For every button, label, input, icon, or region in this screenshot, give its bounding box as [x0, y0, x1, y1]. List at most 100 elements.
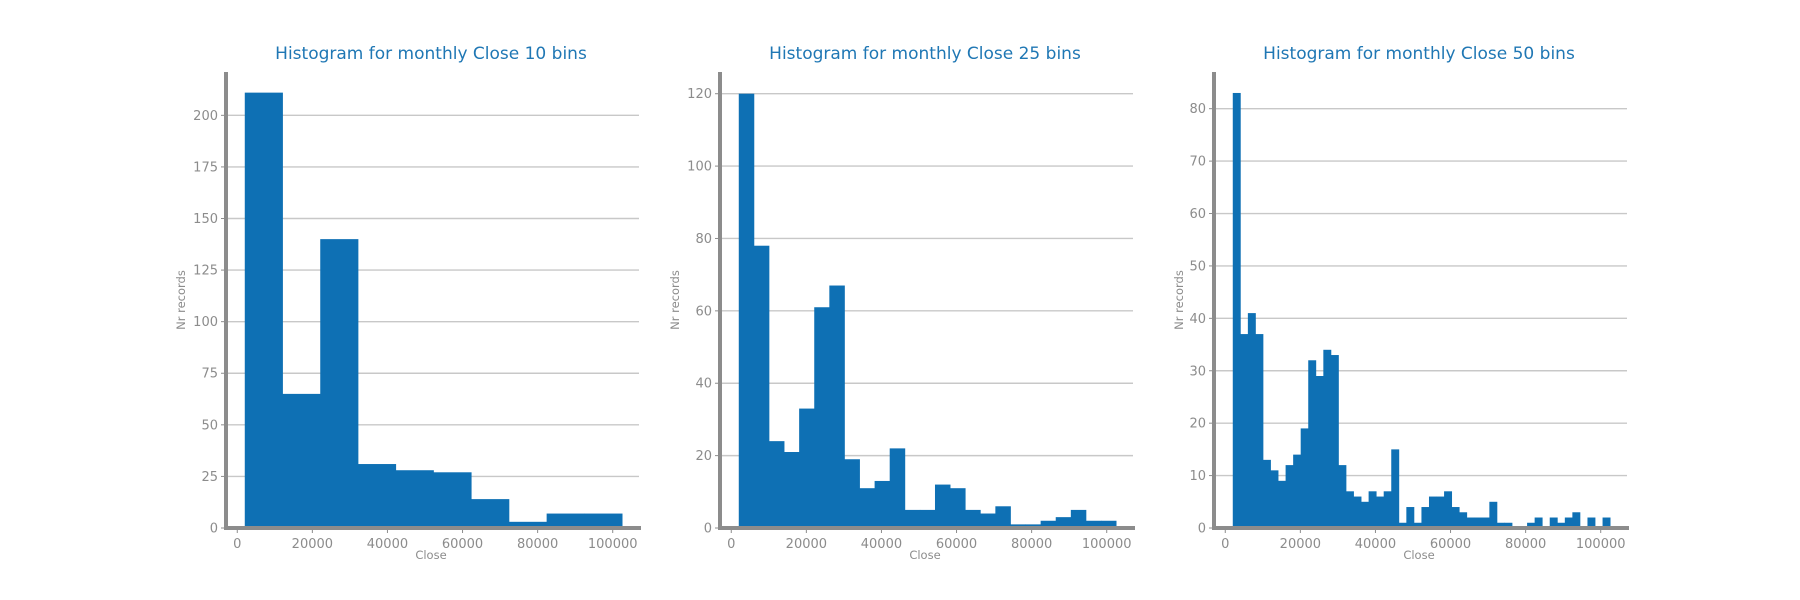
histogram-bar	[995, 506, 1011, 528]
histogram-bar	[1587, 517, 1596, 528]
histogram-bar	[1315, 376, 1324, 528]
y-tick-label: 70	[1189, 155, 1206, 170]
histogram-bar	[1278, 480, 1286, 528]
histogram-bar	[1262, 459, 1271, 528]
y-tick-label: 0	[210, 522, 218, 537]
x-tick-label: 80000	[517, 537, 558, 552]
histogram-bar	[1436, 496, 1445, 528]
x-tick-label: 40000	[1355, 537, 1396, 552]
histogram-bar	[1451, 507, 1460, 528]
x-tick-label: 80000	[1505, 537, 1546, 552]
x-tick-label: 60000	[936, 537, 977, 552]
histogram-bar	[1338, 465, 1347, 528]
y-tick-label: 120	[687, 87, 712, 102]
histogram-bar	[1504, 522, 1513, 528]
y-axis-label: Nr records	[1172, 270, 1186, 330]
histogram-bar	[738, 93, 755, 528]
y-tick-label: 25	[201, 470, 218, 485]
histogram-bar	[1300, 428, 1309, 528]
y-axis-label: Nr records	[668, 270, 682, 330]
histogram-bar	[1383, 491, 1392, 528]
y-tick-label: 40	[1189, 312, 1206, 327]
y-tick-label: 0	[1198, 522, 1206, 537]
histogram-bar	[1240, 334, 1249, 528]
histogram-bar	[1353, 496, 1362, 528]
x-tick-label: 80000	[1011, 537, 1052, 552]
y-tick-label: 175	[193, 160, 218, 175]
x-tick-label: 60000	[442, 537, 483, 552]
histogram-bar	[859, 488, 876, 528]
x-tick-label: 20000	[1280, 537, 1321, 552]
histogram-bar	[1270, 470, 1279, 528]
y-tick-label: 50	[201, 418, 218, 433]
y-tick-label: 50	[1189, 259, 1206, 274]
histogram-bar	[584, 513, 623, 528]
chart-title: Histogram for monthly Close 50 bins	[1263, 44, 1575, 64]
histogram-bar	[433, 472, 472, 528]
histogram-bar	[753, 245, 770, 528]
y-tick-label: 10	[1189, 469, 1206, 484]
histogram-bar	[874, 480, 891, 528]
histogram-bar	[950, 488, 966, 528]
y-tick-label: 100	[687, 160, 712, 175]
x-tick-label: 60000	[1430, 537, 1471, 552]
x-tick-label: 20000	[292, 537, 333, 552]
y-tick-label: 60	[695, 304, 712, 319]
histogram-panel-25-bins: Histogram for monthly Close 25 bins Clos…	[668, 44, 1135, 562]
histogram-bar	[1040, 520, 1057, 528]
histogram-bar	[1549, 517, 1558, 528]
histogram-bar	[282, 393, 321, 528]
y-tick-label: 150	[193, 212, 218, 227]
histogram-bar	[357, 464, 397, 528]
histogram-bar	[471, 499, 510, 528]
histogram-bar	[320, 239, 359, 528]
histogram-bar	[1330, 355, 1339, 528]
y-tick-label: 30	[1189, 364, 1206, 379]
y-tick-label: 0	[704, 522, 712, 537]
x-tick-label: 0	[1221, 537, 1229, 552]
histogram-bar	[980, 513, 996, 528]
histogram-bar	[1101, 520, 1117, 528]
histogram-bar	[1527, 522, 1536, 528]
histogram-bar	[1406, 507, 1415, 528]
histogram-bar	[1466, 517, 1475, 528]
histogram-bar	[1323, 349, 1332, 528]
x-axis-label: Close	[1403, 548, 1434, 562]
histogram-bar	[1534, 517, 1543, 528]
y-axis-label: Nr records	[174, 270, 188, 330]
histogram-bar	[1413, 522, 1422, 528]
histogram-bar	[1572, 512, 1581, 528]
histogram-bar	[1055, 517, 1072, 528]
histogram-bar	[244, 92, 283, 528]
y-tick-label: 125	[193, 264, 218, 279]
histogram-bar	[1255, 334, 1264, 528]
histogram-bar	[1398, 522, 1407, 528]
histogram-bar	[1421, 507, 1430, 528]
y-tick-label: 100	[193, 315, 218, 330]
histogram-bar	[1232, 92, 1241, 528]
histogram-bar	[904, 509, 921, 528]
histogram-bar	[1444, 491, 1453, 528]
x-axis-label: Close	[415, 548, 446, 562]
histogram-bar	[1557, 522, 1566, 528]
histogram-bar	[829, 285, 845, 528]
histogram-bar	[1481, 517, 1490, 528]
y-tick-label: 80	[695, 232, 712, 247]
x-tick-label: 0	[727, 537, 735, 552]
y-tick-label: 40	[695, 377, 712, 392]
histogram-bar	[768, 441, 785, 528]
histogram-bar	[1474, 517, 1483, 528]
histogram-bar	[1489, 501, 1498, 528]
histogram-bar	[1247, 313, 1256, 528]
histogram-bar	[1428, 496, 1437, 528]
histogram-bar	[1459, 512, 1468, 528]
histogram-bar	[395, 470, 434, 528]
chart-title: Histogram for monthly Close 10 bins	[275, 44, 587, 64]
histogram-bar	[814, 307, 830, 528]
y-tick-label: 200	[193, 109, 218, 124]
histogram-bar	[1293, 454, 1302, 528]
histogram-bar	[1308, 360, 1317, 528]
histogram-bar	[965, 509, 981, 528]
chart-title: Histogram for monthly Close 25 bins	[769, 44, 1081, 64]
